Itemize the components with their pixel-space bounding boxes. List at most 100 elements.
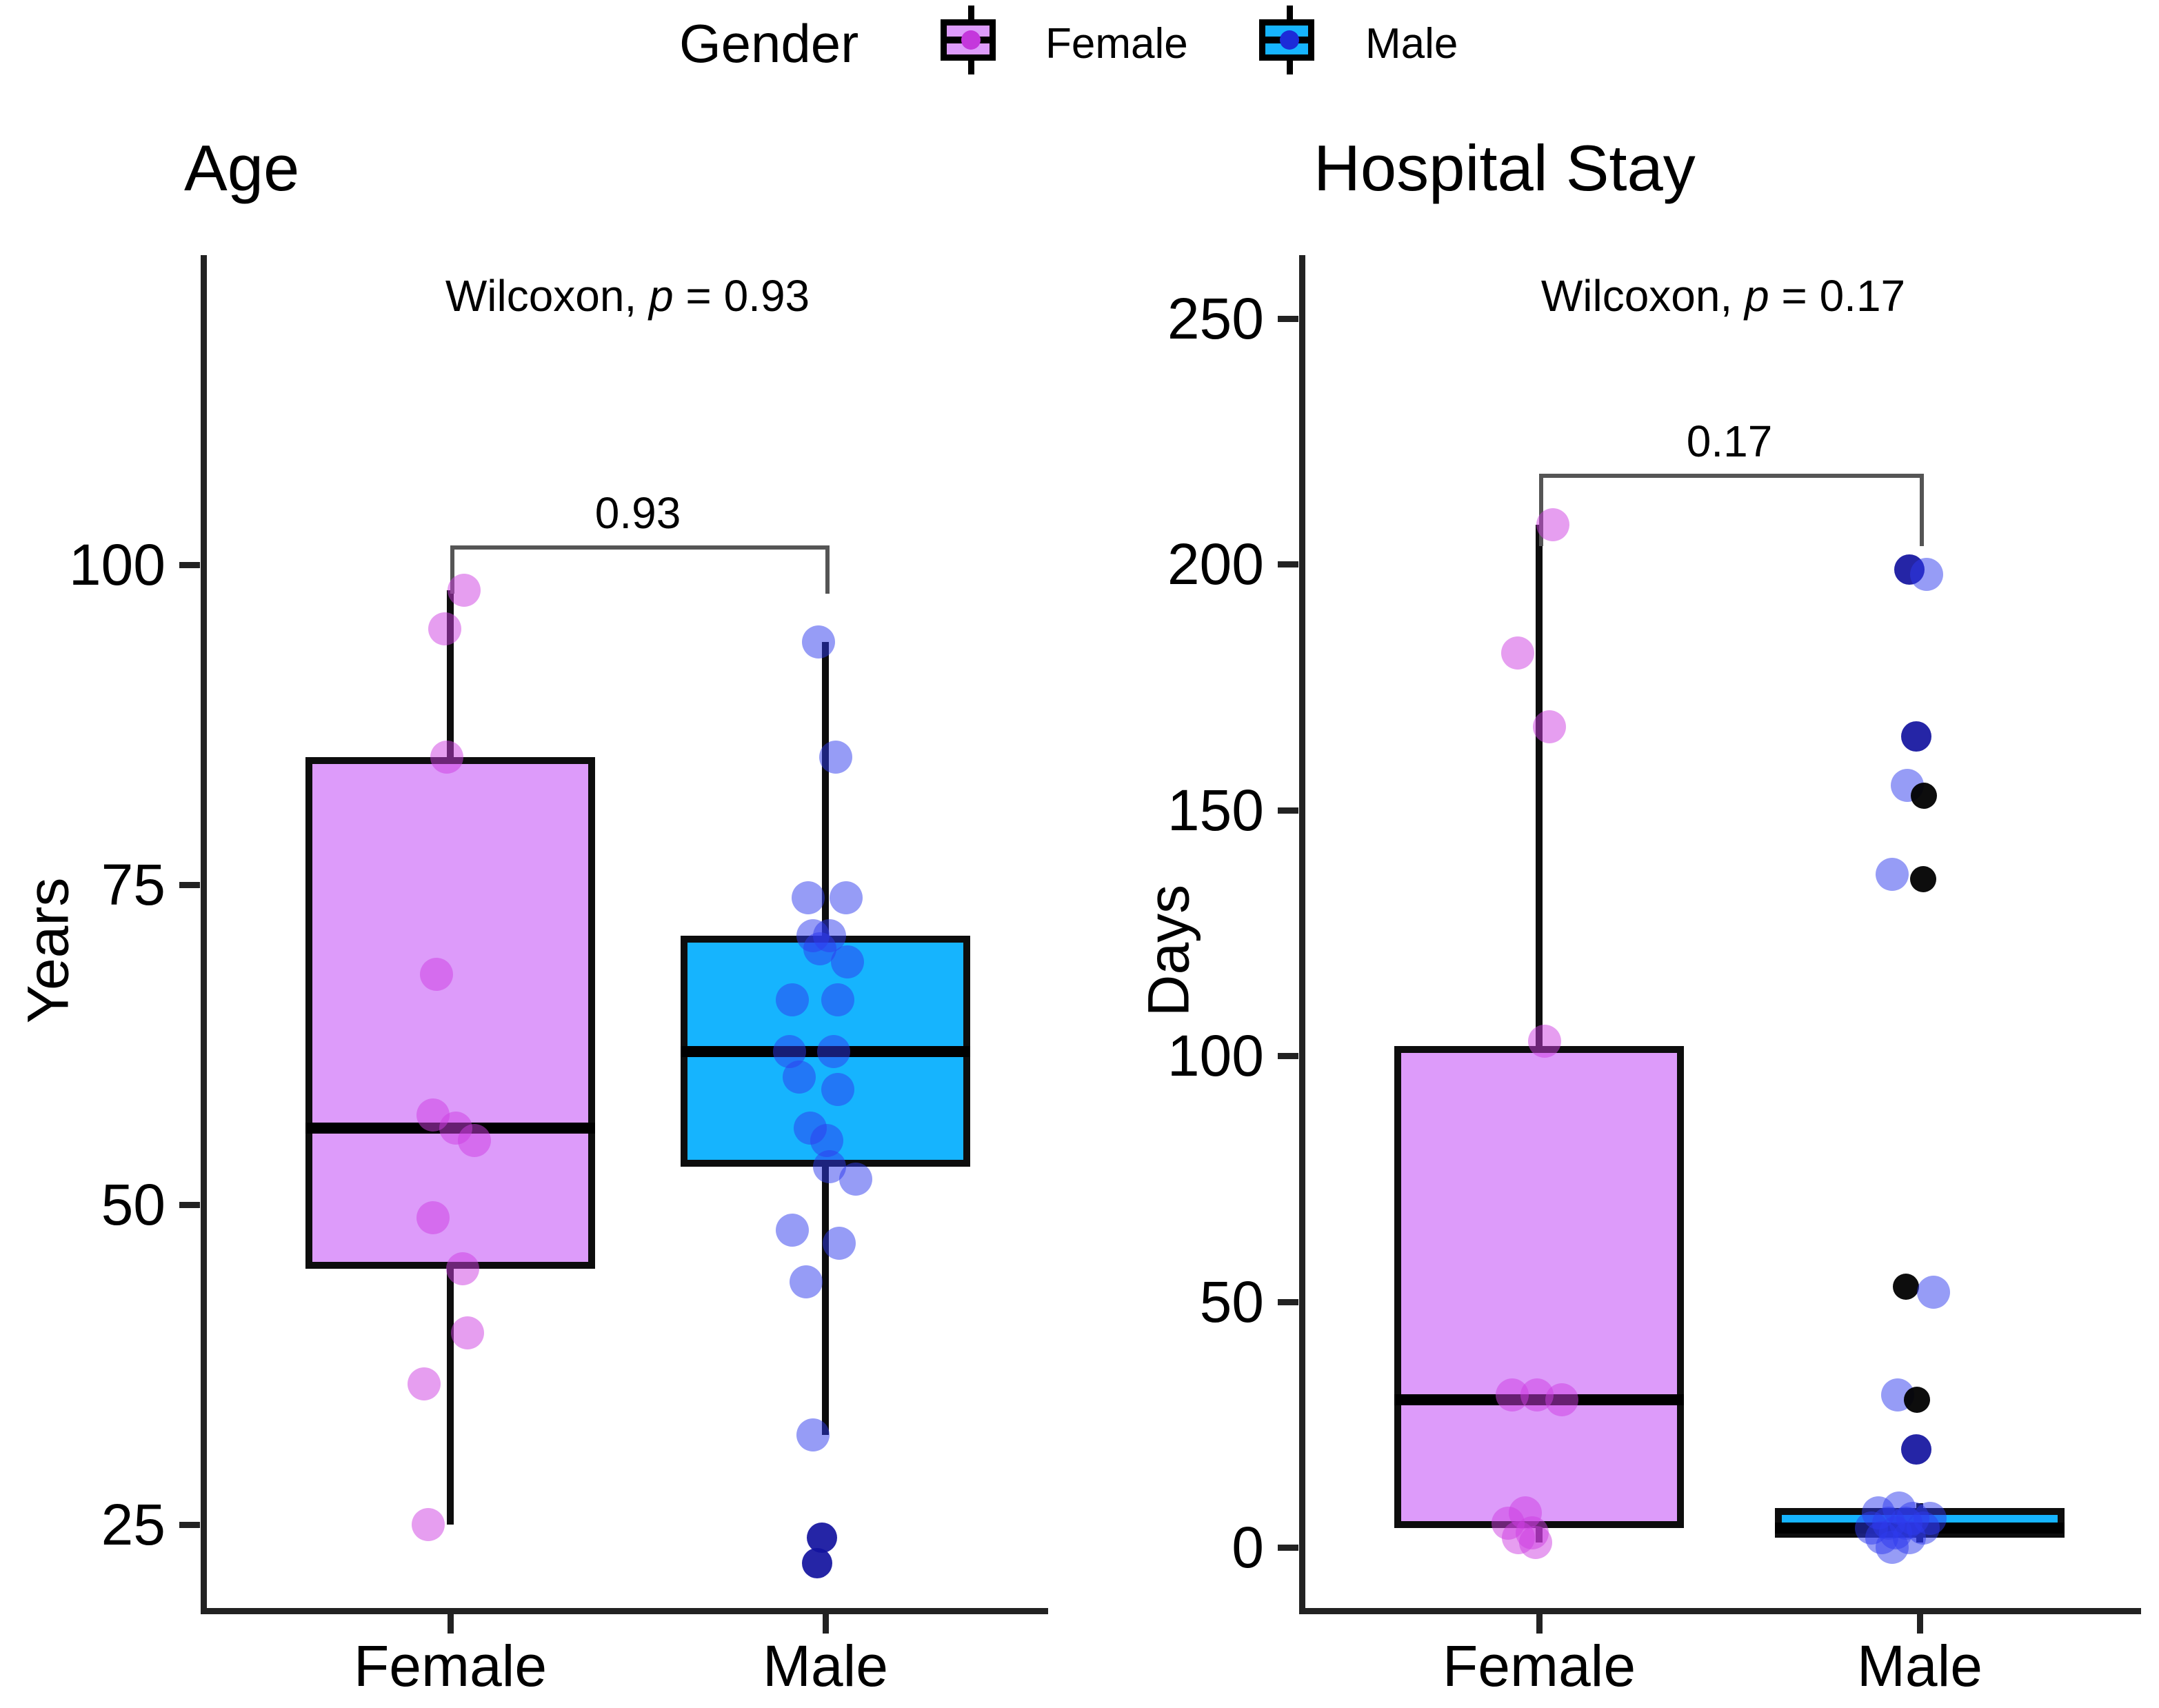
- jitter-point: [821, 1073, 854, 1107]
- y-tick-mark: [179, 562, 200, 569]
- jitter-point: [817, 1034, 850, 1068]
- upper-whisker: [1536, 525, 1543, 1047]
- jitter-point: [451, 1316, 484, 1349]
- bracket-drop: [1539, 473, 1543, 546]
- y-tick-mark: [179, 1202, 200, 1209]
- jitter-point: [839, 1163, 872, 1196]
- panel-title-age: Age: [184, 132, 300, 204]
- y-tick-label: 0: [1232, 1515, 1264, 1580]
- box-female: [1394, 1046, 1684, 1528]
- jitter-point: [1904, 1387, 1930, 1414]
- lower-whisker: [447, 1269, 454, 1525]
- x-tick-mark: [823, 1614, 829, 1634]
- legend-label-male: Male: [1365, 20, 1458, 68]
- subtitle-value: = 0.93: [685, 271, 810, 321]
- jitter-point: [1910, 865, 1936, 892]
- x-tick-mark: [448, 1614, 454, 1634]
- subtitle-stat: Wilcoxon,: [1540, 271, 1733, 321]
- jitter-point: [802, 1548, 832, 1579]
- jitter-point: [420, 958, 453, 992]
- bracket-drop: [825, 545, 830, 594]
- legend-key-dot: [1280, 30, 1299, 50]
- y-tick-label: 50: [101, 1172, 165, 1238]
- bracket-label: 0.17: [1686, 416, 1773, 466]
- upper-whisker: [822, 641, 829, 936]
- subtitle-p: p: [1745, 271, 1769, 321]
- jitter-point: [1501, 636, 1534, 670]
- jitter-point: [428, 612, 461, 645]
- legend-key-male: [1254, 6, 1325, 74]
- panel-title-hospital-stay: Hospital Stay: [1314, 132, 1696, 204]
- jitter-point: [1901, 721, 1931, 752]
- subtitle-p: p: [649, 271, 674, 321]
- jitter-point: [783, 1060, 816, 1094]
- jitter-point: [1545, 1383, 1578, 1417]
- y-tick-label: 75: [101, 852, 165, 918]
- panel-subtitle-age: Wilcoxon, p = 0.93: [207, 270, 1048, 321]
- legend-key-dot: [961, 30, 981, 50]
- x-category-male-hs: Male: [1856, 1634, 1983, 1698]
- subtitle-stat: Wilcoxon,: [445, 271, 637, 321]
- jitter-point: [412, 1508, 445, 1542]
- box-female: [305, 756, 595, 1269]
- jitter-point: [1533, 710, 1566, 743]
- jitter-point: [448, 574, 481, 607]
- jitter-point: [1528, 1024, 1561, 1058]
- y-tick-mark: [1278, 807, 1298, 814]
- jitter-point: [819, 740, 852, 774]
- jitter-point: [802, 625, 835, 659]
- y-tick-mark: [179, 882, 200, 889]
- jitter-point: [1910, 557, 1943, 591]
- y-tick-mark: [1278, 561, 1298, 568]
- y-tick-label: 250: [1167, 285, 1264, 351]
- jitter-point: [796, 1418, 830, 1452]
- y-tick-mark: [1278, 1545, 1298, 1551]
- jitter-point: [807, 1522, 837, 1553]
- bracket-drop: [1920, 473, 1924, 546]
- jitter-point: [776, 1214, 809, 1247]
- x-category-male-age: Male: [762, 1634, 889, 1698]
- x-tick-mark: [1917, 1614, 1923, 1634]
- jitter-point: [408, 1367, 441, 1401]
- lower-whisker: [822, 1166, 829, 1436]
- bracket-bar: [450, 545, 825, 550]
- y-axis-line: [201, 255, 207, 1614]
- jitter-point: [830, 881, 863, 914]
- jitter-point: [1519, 1526, 1552, 1560]
- x-tick-mark: [1536, 1614, 1543, 1634]
- y-axis-line: [1299, 255, 1305, 1614]
- y-tick-mark: [1278, 1053, 1298, 1060]
- jitter-point: [1876, 1531, 1909, 1565]
- panel-subtitle-hospital-stay: Wilcoxon, p = 0.17: [1305, 270, 2141, 321]
- x-category-female-age: Female: [353, 1634, 548, 1698]
- y-tick-label: 150: [1167, 777, 1264, 843]
- subtitle-value: = 0.17: [1781, 271, 1906, 321]
- y-tick-label: 50: [1199, 1269, 1264, 1334]
- y-tick-mark: [1278, 1298, 1298, 1305]
- jitter-point: [790, 1265, 823, 1298]
- y-tick-label: 200: [1167, 532, 1264, 597]
- y-tick-mark: [179, 1522, 200, 1529]
- jitter-point: [831, 945, 864, 978]
- jitter-point: [1901, 1434, 1931, 1465]
- jitter-point: [1893, 1274, 1919, 1300]
- jitter-point: [821, 983, 854, 1017]
- legend-title: Gender: [679, 13, 859, 74]
- jitter-point: [416, 1200, 450, 1234]
- y-tick-label: 100: [1167, 1023, 1264, 1089]
- x-category-female-hs: Female: [1442, 1634, 1636, 1698]
- jitter-point: [823, 1226, 856, 1260]
- bracket-bar: [1539, 473, 1920, 478]
- jitter-point: [458, 1124, 491, 1158]
- x-axis-line: [201, 1608, 1048, 1614]
- x-axis-line: [1299, 1608, 2141, 1614]
- jitter-point: [1911, 782, 1937, 809]
- bracket-drop: [450, 545, 454, 594]
- y-tick-label: 25: [101, 1492, 165, 1558]
- upper-whisker: [447, 590, 454, 757]
- y-tick-mark: [1278, 315, 1298, 322]
- y-tick-label: 100: [68, 532, 165, 598]
- jitter-point: [1876, 857, 1909, 891]
